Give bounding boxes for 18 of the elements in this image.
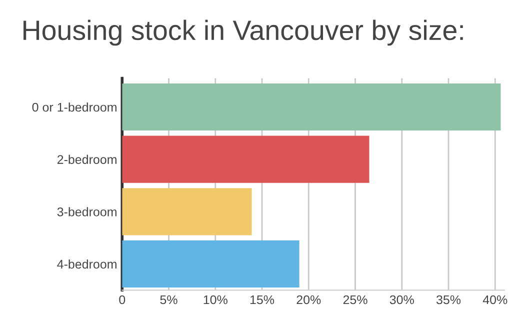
bar — [122, 240, 300, 288]
bar — [122, 188, 252, 236]
x-tick-label: 0 — [119, 295, 126, 304]
x-tick-label: 20% — [296, 295, 321, 304]
bar — [122, 136, 370, 183]
x-tick-label: 25% — [343, 295, 368, 304]
y-tick-label: 4-bedroom — [57, 259, 116, 269]
bar — [122, 83, 501, 131]
x-tick-label: 35% — [436, 295, 461, 304]
x-tick-label: 5% — [160, 295, 178, 304]
x-tick-label: 10% — [204, 295, 228, 304]
y-tick-label: 3-bedroom — [57, 207, 116, 216]
x-tick-label: 30% — [390, 295, 414, 304]
y-tick-label: 0 or 1-bedroom — [32, 102, 116, 112]
x-tick-label: 40% — [482, 295, 508, 304]
y-tick-label: 2-bedroom — [57, 154, 116, 164]
chart-title: Housing stock in Vancouver by size: — [24, 20, 463, 46]
x-tick-label: 15% — [250, 295, 274, 304]
